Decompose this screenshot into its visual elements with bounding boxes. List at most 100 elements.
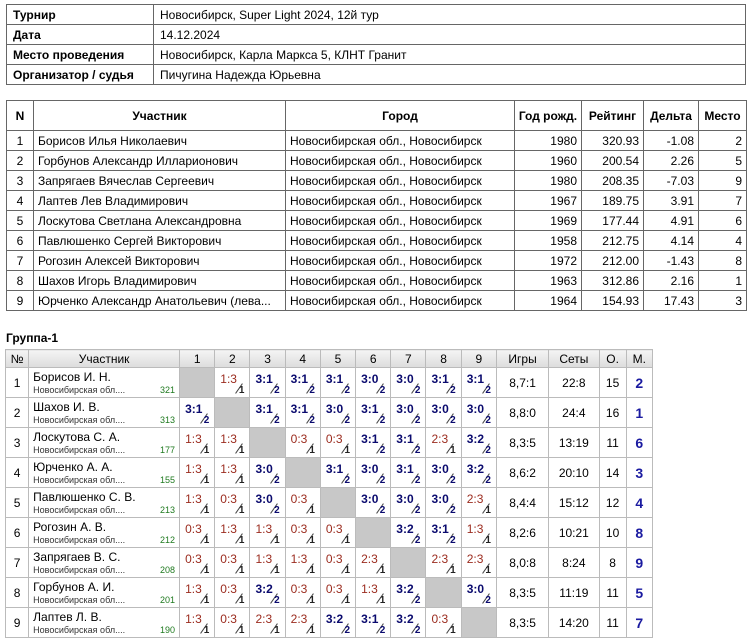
match-points: 2 (309, 415, 315, 426)
match-result: 0:3 1 (319, 517, 357, 548)
column-header: 5 (319, 349, 357, 368)
match-points: 2 (414, 535, 421, 546)
match-score: 1:3 (185, 462, 202, 476)
participant: Лаптев Лев Владимирович (33, 190, 286, 211)
match-score: 1:3 (185, 582, 202, 596)
city: Новосибирская обл., Новосибирск (285, 230, 515, 251)
match-points: 1 (238, 475, 245, 486)
column-header: 2 (214, 349, 251, 368)
sets: 24:4 (548, 397, 600, 428)
match-result: 0:3 1 (179, 547, 216, 578)
column-header: Игры (495, 349, 550, 368)
column-header: N (6, 100, 34, 131)
match-score: 2:3 (255, 612, 273, 626)
column-header: Рейтинг (581, 100, 644, 131)
column-header: Участник (28, 349, 181, 368)
place: 5 (625, 577, 654, 608)
match-score: 3:1 (255, 372, 273, 386)
participant: Борисов Илья Николаевич (33, 130, 286, 151)
player-city: Новосибирская обл.... (33, 475, 126, 485)
player-rating: 190 (160, 625, 176, 635)
match-result: 0:3 1 (284, 517, 321, 548)
info-table: Турнир Новосибирск, Super Light 2024, 12й… (6, 4, 746, 85)
place: 6 (625, 427, 654, 458)
sets: 13:19 (548, 427, 600, 458)
birth-year: 1963 (514, 270, 582, 291)
match-score: 1:3 (466, 522, 484, 536)
match-points: 2 (414, 625, 421, 636)
match-points: 1 (309, 595, 315, 606)
player-city: Новосибирская обл.... (33, 445, 126, 455)
player-name: Павлюшенко С. В. (33, 490, 136, 504)
player-rating: 212 (160, 535, 176, 545)
match-score: 3:0 (396, 372, 414, 386)
points: 15 (598, 367, 627, 398)
match-score: 0:3 (185, 552, 202, 566)
match-score: 3:1 (290, 402, 309, 416)
place: 8 (698, 250, 747, 271)
match-points: 2 (450, 415, 456, 426)
match-result: 2:3 1 (460, 487, 497, 518)
games: 8,0:8 (495, 547, 550, 578)
number: 2 (4, 397, 30, 428)
match-score: 3:0 (255, 462, 273, 476)
player-city: Новосибирская обл.... (33, 385, 126, 395)
column-header: Город (285, 100, 515, 131)
match-score: 3:0 (431, 402, 449, 416)
match-result: 1:3 1 (460, 517, 497, 548)
self-cell (284, 457, 321, 488)
player-name: Горбунов А. И. (33, 580, 115, 594)
participant: Лаптев Л. В. Новосибирская обл.... 190 (28, 607, 181, 638)
player-city: Новосибирская обл.... (33, 505, 126, 515)
match-points: 2 (485, 445, 491, 456)
participant-row: 6 Павлюшенко Сергей Викторович Новосибирск… (6, 230, 747, 251)
column-header: 8 (425, 349, 462, 368)
rating: 189.75 (581, 190, 644, 211)
match-result: 1:3 1 (179, 607, 216, 638)
match-score: 1:3 (185, 612, 202, 626)
match-points: 1 (203, 535, 210, 546)
match-points: 1 (309, 445, 315, 456)
player-rating: 201 (160, 595, 176, 605)
group-row: 8 Горбунов А. И. Новосибирская обл.... 201 1… (4, 577, 654, 608)
column-header: 9 (460, 349, 497, 368)
match-points: 2 (274, 415, 280, 426)
match-score: 3:1 (396, 462, 414, 476)
participant: Рогозин Алексей Викторович (33, 250, 286, 271)
delta: 3.91 (643, 190, 699, 211)
match-result: 3:0 2 (425, 397, 462, 428)
match-result: 0:3 1 (214, 607, 251, 638)
match-result: 3:0 2 (319, 397, 357, 428)
match-points: 2 (274, 595, 280, 606)
match-score: 3:1 (290, 372, 309, 386)
match-score: 0:3 (325, 552, 343, 566)
column-header: 4 (284, 349, 321, 368)
place: 2 (698, 130, 747, 151)
points: 16 (598, 397, 627, 428)
delta: -7.03 (643, 170, 699, 191)
participant: Горбунов А. И. Новосибирская обл.... 201 (28, 577, 181, 608)
match-points: 1 (274, 535, 280, 546)
place: 9 (698, 170, 747, 191)
place: 6 (698, 210, 747, 231)
match-score: 2:3 (431, 432, 449, 446)
column-header: 7 (390, 349, 427, 368)
participant: Лоскутова Светлана Александровна (33, 210, 286, 231)
match-score: 3:2 (466, 432, 485, 446)
match-points: 1 (203, 565, 210, 576)
match-result: 3:0 2 (425, 457, 462, 488)
match-result: 2:3 1 (425, 547, 462, 578)
sets: 11:19 (548, 577, 600, 608)
match-result: 0:3 1 (179, 517, 216, 548)
match-result: 3:2 2 (460, 427, 497, 458)
match-result: 1:3 1 (284, 547, 321, 578)
match-result: 1:3 1 (214, 427, 251, 458)
match-score: 3:0 (431, 462, 449, 476)
match-score: 3:2 (466, 462, 485, 476)
points: 11 (598, 577, 627, 608)
delta: 2.26 (643, 150, 699, 171)
match-result: 1:3 1 (179, 487, 216, 518)
delta: 2.16 (643, 270, 699, 291)
match-points: 2 (485, 475, 491, 486)
rating: 320.93 (581, 130, 644, 151)
